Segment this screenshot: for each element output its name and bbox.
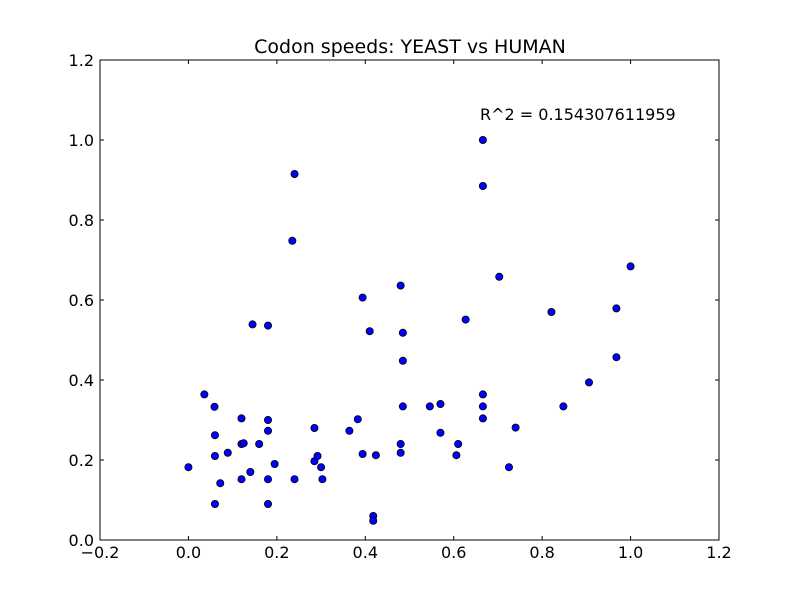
data-point: [612, 353, 621, 362]
data-point: [454, 439, 463, 448]
data-point: [547, 307, 556, 316]
data-point: [626, 262, 635, 271]
data-point: [223, 448, 232, 457]
data-point: [396, 281, 405, 290]
x-tick-label: 0.0: [176, 543, 201, 562]
data-point: [264, 426, 273, 435]
y-tick-label: 0.2: [69, 451, 94, 470]
data-point: [184, 463, 193, 472]
data-point: [288, 236, 297, 245]
data-point: [585, 378, 594, 387]
y-tick-label: 1.2: [69, 51, 94, 70]
x-tick-label: 0.8: [529, 543, 554, 562]
data-point: [365, 327, 374, 336]
data-point: [436, 399, 445, 408]
data-point: [345, 426, 354, 435]
data-point: [290, 169, 299, 178]
data-point: [504, 463, 513, 472]
data-point: [237, 475, 246, 484]
x-tick-label: 1.0: [618, 543, 643, 562]
data-point: [478, 402, 487, 411]
data-point: [559, 402, 568, 411]
data-point: [270, 459, 279, 468]
data-point: [461, 315, 470, 324]
data-point: [436, 428, 445, 437]
data-point: [369, 516, 378, 525]
y-tick-label: 0.6: [69, 291, 94, 310]
data-point: [398, 328, 407, 337]
data-point: [612, 304, 621, 313]
data-point: [264, 475, 273, 484]
data-point: [396, 439, 405, 448]
data-point: [239, 439, 248, 448]
y-tick-label: 0.4: [69, 371, 94, 390]
data-point: [478, 390, 487, 399]
data-point: [478, 181, 487, 190]
data-point: [425, 402, 434, 411]
data-point: [255, 439, 264, 448]
data-point: [398, 356, 407, 365]
data-point: [200, 390, 209, 399]
x-tick-label: 0.2: [264, 543, 289, 562]
data-point: [358, 293, 367, 302]
data-point: [313, 451, 322, 460]
data-point: [353, 415, 362, 424]
data-point: [317, 463, 326, 472]
data-point: [210, 431, 219, 440]
r-squared-annotation: R^2 = 0.154307611959: [480, 105, 676, 124]
chart-title: Codon speeds: YEAST vs HUMAN: [254, 36, 566, 58]
data-points: [184, 135, 635, 525]
x-tick-label: 0.6: [441, 543, 466, 562]
y-tick-label: 1.0: [69, 131, 94, 150]
x-tick-label: −0.2: [81, 543, 120, 562]
y-tick-label: 0.8: [69, 211, 94, 230]
data-point: [210, 402, 219, 411]
data-point: [246, 467, 255, 476]
axis-ticks: −0.2 0.0 0.2 0.4 0.6 0.8 1.0 1.20.00.20.40.60.8…: [69, 51, 732, 562]
data-point: [511, 423, 520, 432]
data-point: [396, 448, 405, 457]
data-point: [248, 320, 257, 329]
data-point: [210, 499, 219, 508]
data-point: [216, 479, 225, 488]
data-point: [237, 414, 246, 423]
data-point: [290, 475, 299, 484]
data-point: [495, 272, 504, 281]
data-point: [371, 451, 380, 460]
x-tick-label: 0.4: [353, 543, 378, 562]
data-point: [398, 402, 407, 411]
data-point: [452, 451, 461, 460]
x-tick-label: 1.2: [706, 543, 731, 562]
data-point: [310, 423, 319, 432]
y-tick-label: 0.0: [69, 531, 94, 550]
data-point: [478, 135, 487, 144]
data-point: [264, 415, 273, 424]
data-point: [318, 475, 327, 484]
data-point: [358, 449, 367, 458]
data-point: [264, 499, 273, 508]
data-point: [210, 451, 219, 460]
data-point: [478, 414, 487, 423]
data-point: [264, 321, 273, 330]
